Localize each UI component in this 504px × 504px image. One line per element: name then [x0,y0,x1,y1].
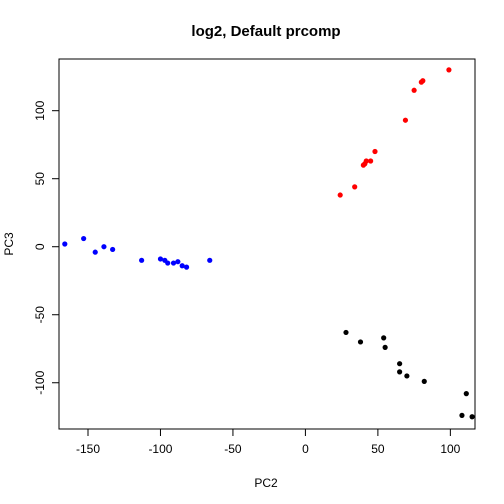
x-axis-label: PC2 [254,476,278,490]
data-point [463,391,469,397]
data-point [81,235,87,242]
data-point [421,378,427,384]
data-point [404,373,410,379]
data-point [110,246,116,253]
data-point [139,257,145,263]
data-point [397,369,403,375]
y-tick-label: -100 [33,370,47,394]
data-point [397,361,403,367]
y-axis: -100 -50 0 50 100 [33,100,60,395]
y-tick-label: 0 [33,243,47,250]
x-tick-label: -150 [76,442,100,456]
x-axis: -150 -100 -50 0 50 100 [76,428,461,456]
y-tick-label: 100 [33,100,47,120]
data-point [357,339,364,345]
data-point [382,344,388,350]
data-point [402,117,409,123]
data-point [368,158,374,164]
data-point [157,256,164,262]
data-point [459,412,465,418]
y-tick-label: 50 [33,172,47,186]
data-point [352,184,358,190]
data-point [372,148,378,155]
x-tick-label: 100 [440,442,460,456]
data-point [381,335,387,341]
data-point [101,244,107,250]
data-point [175,259,181,265]
data-point [165,260,171,266]
y-axis-label: PC3 [2,232,16,256]
chart-title: log2, Default prcomp [191,23,340,40]
data-point [179,263,185,269]
plot-frame [58,58,476,430]
data-point [469,414,475,420]
data-point [363,158,369,164]
data-point [62,241,68,247]
data-point [170,260,177,266]
x-tick-label: -50 [224,442,242,456]
data-point [411,87,417,93]
data-point [337,192,343,198]
data-point [92,249,98,255]
data-point [420,78,426,84]
x-tick-label: 50 [371,442,385,456]
y-tick-label: -50 [33,306,47,324]
data-point [207,257,213,263]
data-point [446,67,452,73]
data-point [343,329,349,336]
x-tick-label: -100 [148,442,172,456]
data-points [62,67,475,420]
data-point [183,264,190,270]
x-tick-label: 0 [302,442,309,456]
